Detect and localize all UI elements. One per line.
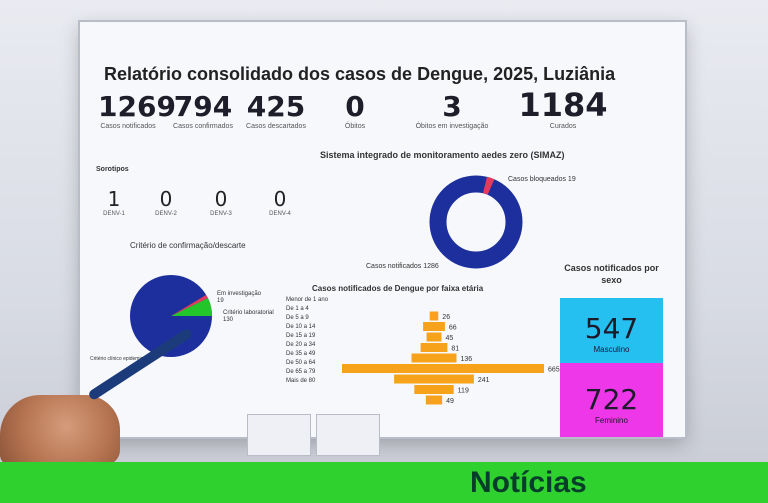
age-bar <box>423 322 445 331</box>
sorotipo-value: 0 <box>214 187 228 211</box>
news-label: Notícias <box>470 466 587 499</box>
age-bar-value: 49 <box>446 398 454 405</box>
sorotipo-label: DENV-1 <box>103 211 125 217</box>
sorotipo-denv4: 0 DENV-4 <box>260 187 300 217</box>
sexo-masculino-label: Masculino <box>593 345 630 354</box>
age-category-label: De 15 a 19 <box>286 333 316 339</box>
simaz-label-bloqueados: Casos bloqueados 19 <box>508 176 576 183</box>
label-value: 19 <box>217 298 224 304</box>
sorotipo-denv1: 1 DENV-1 <box>94 187 134 217</box>
report-title: Relatório consolidado dos casos de Dengu… <box>104 64 616 84</box>
kpi-obitos-investigacao: 3 Óbitos em investigação <box>407 90 497 131</box>
age-bar <box>420 343 448 352</box>
kpi-obitos: 0 Óbitos <box>335 90 375 131</box>
age-bar <box>414 385 454 394</box>
criterio-label-laboratorial: Critério laboratorial 130 <box>223 310 274 324</box>
age-category-label: De 50 a 64 <box>286 360 316 366</box>
kpi-casos-notificados: 1269 Casos notificados <box>98 90 176 131</box>
sexo-title: Casos notificados por sexo <box>564 263 659 285</box>
kpi-value: 425 <box>246 90 306 123</box>
pie-slice-laboratorial <box>171 298 213 316</box>
simaz-label-notificados: Casos notificados 1286 <box>366 263 439 270</box>
sorotipo-label: DENV-3 <box>210 211 232 217</box>
presenter-hand <box>0 395 120 465</box>
sexo-feminino-label: Feminino <box>595 416 628 425</box>
criterio-title: Critério de confirmação/descarte <box>130 241 246 250</box>
age-bar-value: 45 <box>445 335 453 342</box>
age-category-list: Menor de 1 ano De 1 a 4 De 5 a 9 De 10 a 14… <box>286 296 328 386</box>
age-bar-value: 665 <box>548 367 560 374</box>
kpi-casos-confirmados: 794 Casos confirmados <box>173 90 233 131</box>
printed-document <box>316 414 380 456</box>
kpi-value: 0 <box>345 90 365 123</box>
age-bar <box>394 374 474 384</box>
kpi-label: Óbitos <box>344 123 366 130</box>
age-category-label: De 10 a 14 <box>286 324 316 330</box>
age-bar-value: 119 <box>458 388 469 395</box>
criterio-label-clinico: Critério clínico epidemiológico <box>90 356 157 362</box>
simaz-donut-chart <box>429 175 523 269</box>
sexo-feminino-value: 722 <box>584 383 639 416</box>
label-text: Critério laboratorial <box>223 310 274 316</box>
age-bar <box>342 364 544 373</box>
age-bar <box>426 332 442 342</box>
age-bar-value: 66 <box>449 325 457 332</box>
criterio-label-investigacao: Em investigação 19 <box>217 291 261 305</box>
kpi-casos-descartados: 425 Casos descartados <box>246 90 306 131</box>
news-banner: Notícias <box>0 462 768 503</box>
sexo-feminino-box: 722 Feminino <box>560 363 663 437</box>
age-category-label: De 35 a 49 <box>286 351 316 357</box>
donut-segment-bloqueados <box>482 176 495 195</box>
age-bar-value: 81 <box>451 346 459 353</box>
sorotipo-label: DENV-2 <box>155 211 177 217</box>
criterio-pie-chart <box>130 275 213 357</box>
age-bar <box>425 395 443 405</box>
age-bar <box>429 311 439 321</box>
faixa-title: Casos notificados de Dengue por faixa et… <box>312 284 484 293</box>
age-bar-value: 136 <box>460 356 472 363</box>
sorotipo-label: DENV-4 <box>269 211 291 217</box>
sexo-masculino-value: 547 <box>584 312 639 345</box>
age-bar <box>411 353 457 363</box>
kpi-value: 1184 <box>518 86 608 124</box>
age-bar-value: 26 <box>442 314 450 321</box>
sorotipos-title: Sorotipos <box>96 166 129 173</box>
sorotipo-value: 1 <box>107 187 121 211</box>
simaz-title: Sistema integrado de monitoramento aedes… <box>320 150 565 160</box>
sorotipo-denv3: 0 DENV-3 <box>201 187 241 217</box>
age-category-label: De 20 a 34 <box>286 342 316 348</box>
kpi-value: 794 <box>173 90 233 123</box>
report-screen: Relatório consolidado dos casos de Dengu… <box>80 22 685 437</box>
donut-ring-notificados <box>429 175 523 269</box>
kpi-value: 3 <box>442 90 462 123</box>
printed-document <box>247 414 311 456</box>
kpi-label: Casos notificados <box>100 123 156 130</box>
age-category-label: De 1 a 4 <box>286 306 309 312</box>
kpi-label: Curados <box>549 123 577 130</box>
age-category-label: Menor de 1 ano <box>286 297 329 303</box>
label-value: 130 <box>223 317 234 323</box>
pie-slice-investigacao <box>171 295 208 316</box>
label-text: Em investigação <box>217 291 262 297</box>
kpi-label: Óbitos em investigação <box>415 123 489 130</box>
age-category-label: Mais de 80 <box>286 378 316 384</box>
sorotipo-value: 0 <box>273 187 287 211</box>
age-bar-value: 241 <box>478 377 490 384</box>
kpi-label: Casos descartados <box>246 123 306 130</box>
kpi-curados: 1184 Curados <box>513 88 613 130</box>
kpi-value: 1269 <box>98 90 176 123</box>
sexo-masculino-box: 547 Masculino <box>560 298 663 363</box>
age-category-label: De 65 a 79 <box>286 369 316 375</box>
kpi-label: Casos confirmados <box>173 123 233 130</box>
sorotipo-value: 0 <box>159 187 173 211</box>
age-category-label: De 5 a 9 <box>286 315 309 321</box>
sorotipo-denv2: 0 DENV-2 <box>146 187 186 217</box>
